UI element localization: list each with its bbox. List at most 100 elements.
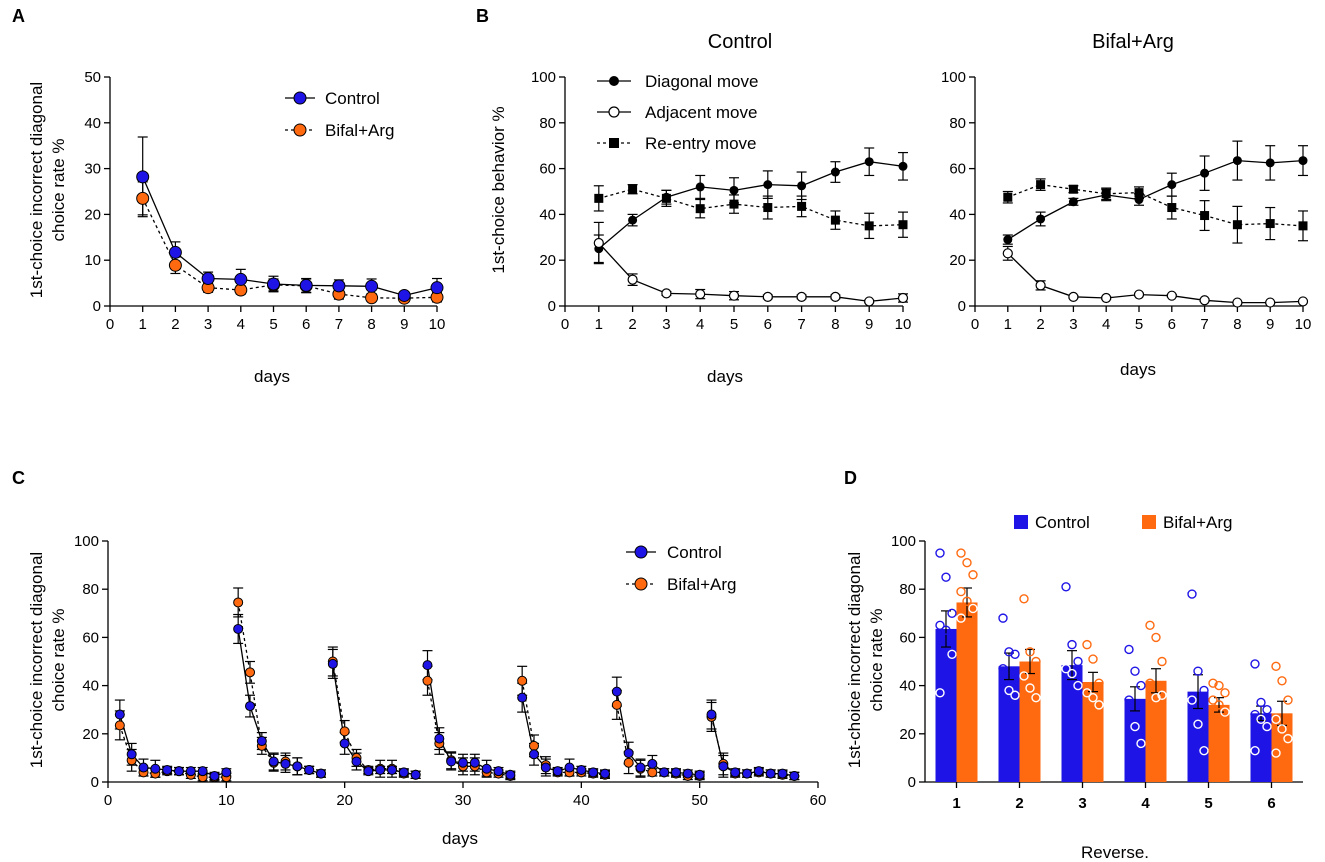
panel-b1-diagonal-point	[864, 157, 874, 167]
panel-d-ytick-label: 80	[899, 581, 916, 598]
panel-c-control-point	[268, 756, 279, 767]
panel-d-control-data-point	[1010, 690, 1020, 700]
panel-c-control-point	[197, 766, 208, 777]
panel-b1-reentry-point	[797, 201, 807, 211]
panel-d-control-data-point	[1136, 738, 1146, 749]
panel-c-control-point	[730, 767, 741, 778]
panel-b1-reentry-point	[830, 215, 840, 225]
panel-d-control-data-point	[1199, 745, 1209, 756]
panel-d-bifal-bar	[1019, 661, 1041, 782]
panel-d-xtick-label: 2	[1015, 795, 1023, 812]
panel-b2-ytick-label: 40	[949, 206, 966, 223]
panel-b2-diagonal-point	[1036, 214, 1046, 224]
panel-c-control-point	[742, 768, 752, 779]
panel-d-ylabel: 1st-choice incorrect diagonal choice rat…	[845, 552, 886, 768]
panel-b2-diagonal-point	[1003, 235, 1013, 245]
panel-d-control-bar	[998, 666, 1020, 782]
panel-b1-reentry-point	[594, 193, 604, 203]
panel-a-xtick-label: 9	[400, 316, 408, 333]
panel-a-control-point	[332, 279, 346, 293]
panel-b1-xtick-label: 9	[865, 316, 873, 333]
panel-d-bifal-data-point	[956, 613, 966, 623]
panel-a-bifal-line	[142, 198, 438, 299]
panel-d-control-data-point	[1187, 695, 1197, 705]
panel-d-bifal-data-point	[1283, 695, 1293, 705]
panel-d-bifal-data-point	[1145, 678, 1155, 688]
panel-d-control-data-point	[1130, 721, 1140, 732]
panel-c-bifal-line	[332, 661, 416, 776]
panel-b2-adjacent-point	[1068, 291, 1079, 302]
panel-d-control-data-point	[1250, 745, 1260, 756]
panel-b2-xtick-label: 6	[1168, 316, 1176, 333]
panel-c-control-point	[682, 768, 693, 779]
panel-b2-diagonal-point	[1068, 197, 1078, 207]
panel-d-control-data-point	[1124, 695, 1134, 705]
legend-b-reentry-label: Re-entry move	[645, 134, 756, 153]
panel-d-control-data-point	[1187, 589, 1197, 599]
panel-b1-adjacent-point	[728, 290, 740, 301]
panel-b2-axes: 0 20 40 60 80 100 0 1 2 3 4 5 6 7 8 9 10	[941, 69, 1311, 333]
panel-b2-plot: 0 20 40 60 80 100 0 1 2 3 4 5 6 7 8 9 10	[941, 69, 1311, 333]
panel-d-control-data-point	[1073, 656, 1083, 667]
panel-a-xtick-label: 0	[106, 316, 114, 333]
panel-d-control-data-point	[935, 548, 945, 558]
panel-label-a: A	[12, 6, 25, 26]
panel-d-control-data-point	[941, 572, 951, 582]
panel-c-ylabel-line1: 1st-choice incorrect diagonal	[27, 552, 46, 768]
panel-d-bifal-data-point	[1157, 690, 1167, 700]
panel-b2-reentry-point	[1167, 203, 1177, 213]
panel-d-bifal-data-point	[1094, 678, 1104, 688]
panel-b-ylabel: 1st-choice behavior %	[489, 106, 508, 273]
panel-d-bifal-data-point	[1271, 714, 1281, 725]
panel-d-bifal-data-point	[968, 603, 978, 614]
panel-d-xtick-label: 5	[1204, 795, 1212, 812]
panel-d-control-data-point	[1262, 721, 1272, 732]
panel-a-xtick-label: 1	[139, 316, 147, 333]
panel-c-control-point	[221, 767, 232, 778]
panel-d-control-data-point	[1256, 697, 1266, 708]
panel-b1-diagonal-point	[763, 180, 773, 190]
panel-c-control-point	[245, 701, 255, 712]
panel-d-bifal-data-point	[1220, 707, 1230, 717]
panel-a-xlabel: days	[254, 367, 290, 386]
panel-d-bifal-bar	[1208, 704, 1230, 782]
panel-a-ylabel-line1: 1st-choice incorrect diagonal	[27, 82, 46, 298]
panel-d-control-data-point	[1250, 659, 1260, 669]
panel-b1-reentry-point	[898, 220, 908, 230]
panel-c-control-point	[588, 767, 599, 778]
panel-b2-ytick-label: 60	[949, 161, 966, 178]
panel-a-xtick-label: 10	[429, 316, 446, 333]
panel-a-xtick-label: 4	[237, 316, 245, 333]
panel-b1-reentry-point	[695, 204, 705, 214]
panel-d-control-data-point	[1199, 685, 1209, 696]
panel-c-control-point	[659, 767, 670, 778]
panel-c-control-point	[694, 769, 705, 780]
panel-c-control-point	[327, 658, 338, 669]
panel-a-legend: Control Bifal+Arg	[285, 89, 394, 140]
panel-b2-diagonal-point	[1167, 180, 1177, 190]
panel-c-ylabel: 1st-choice incorrect diagonal choice rat…	[27, 552, 68, 768]
panel-b1-adjacent-point	[830, 291, 841, 302]
panel-b1-reentry-line	[598, 188, 904, 227]
panel-a-ytick-label: 10	[84, 252, 101, 269]
panel-c-ytick-label: 40	[82, 678, 99, 695]
panel-c-control-point	[718, 761, 729, 772]
panel-label-c: C	[12, 468, 25, 488]
panel-b1-xtick-label: 5	[730, 316, 738, 333]
panel-d-bifal-data-point	[1151, 632, 1161, 643]
legend-b-adjacent-label: Adjacent move	[645, 103, 757, 122]
panel-c-control-point	[481, 763, 492, 774]
panel-b2-reentry-point	[1298, 221, 1308, 231]
panel-c-control-point	[126, 749, 137, 760]
panel-c-bifal-point	[245, 667, 255, 678]
panel-c-control-point	[753, 766, 764, 777]
panel-c-xlabel: days	[442, 829, 478, 848]
panel-c-control-point	[174, 766, 184, 777]
panel-b2-reentry-point	[1200, 211, 1210, 221]
panel-d-bifal-data-point	[1283, 733, 1293, 744]
panel-b1-xtick-label: 3	[662, 316, 670, 333]
panel-b2-diagonal-point	[1200, 168, 1210, 178]
panel-d-xtick-label: 6	[1267, 795, 1275, 812]
panel-d-bifal-data-point	[1157, 656, 1167, 667]
panel-b1-adjacent-point	[695, 288, 706, 300]
